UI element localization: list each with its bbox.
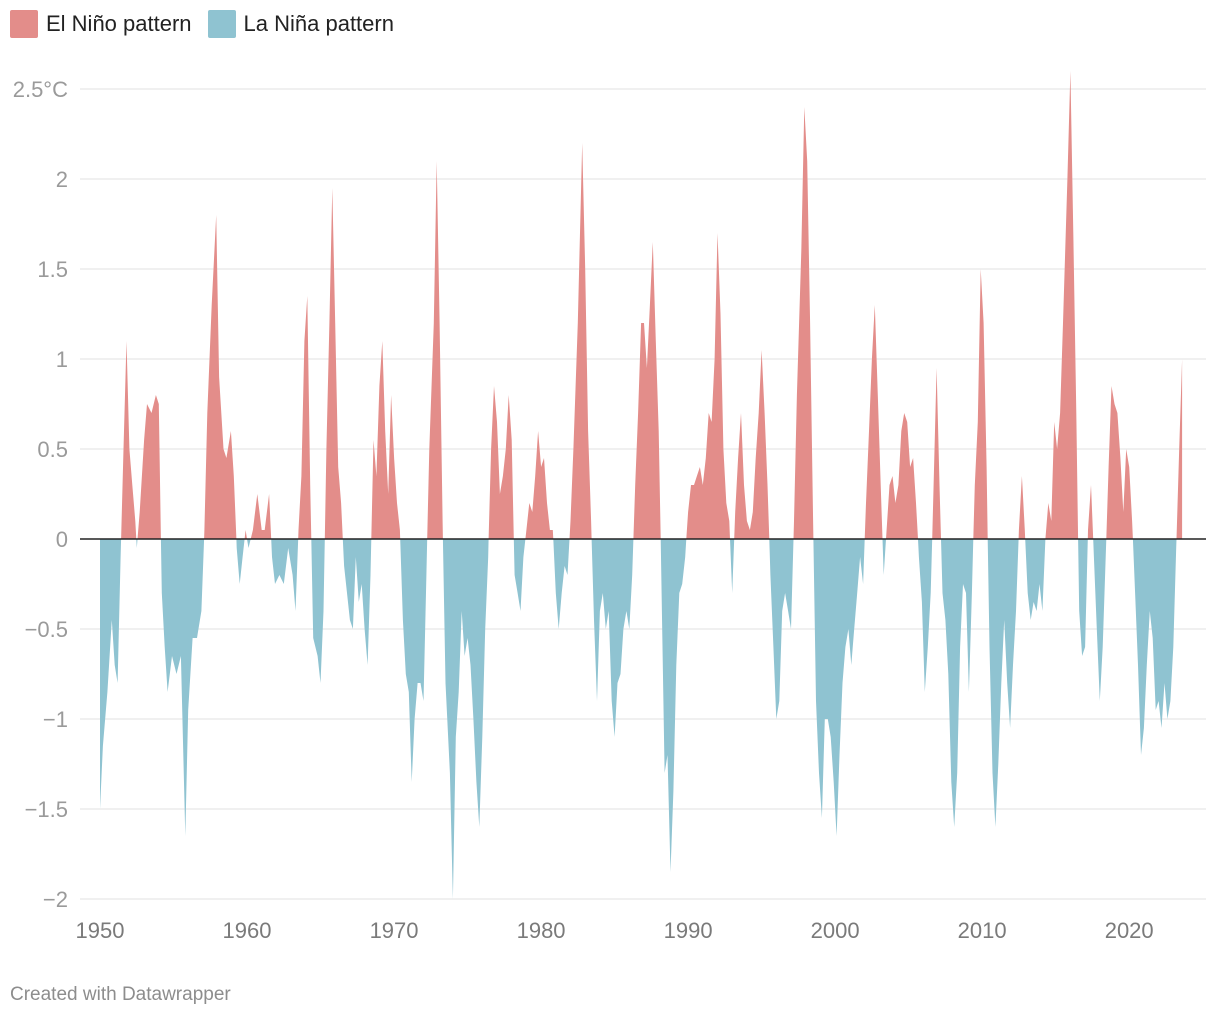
x-tick-label: 1960: [223, 918, 272, 943]
legend-item-el-nino[interactable]: El Niño pattern: [10, 10, 192, 38]
datawrapper-credit: Created with Datawrapper: [10, 984, 231, 1005]
la-nina-swatch: [207, 10, 236, 38]
el-nino-swatch: [10, 10, 38, 38]
legend-item-la-nina[interactable]: La Niña pattern: [207, 10, 394, 38]
x-tick-label: 1950: [76, 918, 125, 943]
x-tick-label: 2010: [958, 918, 1007, 943]
y-tick-label: −1: [43, 707, 68, 732]
legend: El Niño pattern La Niña pattern: [10, 10, 410, 38]
la-nina-label: La Niña pattern: [243, 11, 394, 36]
el-nino-label: El Niño pattern: [46, 11, 192, 36]
y-tick-label: −1.5: [25, 797, 68, 822]
el-nino-area: [100, 71, 1183, 539]
y-tick-label: 2: [56, 167, 68, 192]
y-tick-label: 1: [56, 347, 68, 372]
y-tick-label: −0.5: [25, 617, 68, 642]
y-tick-label: 0.5: [37, 437, 68, 462]
y-tick-label: 0: [56, 527, 68, 552]
x-tick-label: 2020: [1105, 918, 1154, 943]
chart-areas: [100, 71, 1183, 899]
y-tick-label: 2.5°C: [13, 77, 68, 102]
x-tick-label: 1970: [370, 918, 419, 943]
y-tick-label: 1.5: [37, 257, 68, 282]
x-axis-ticks: 1950 1960 1970 1980 1990 2000 2010 2020: [76, 918, 1154, 943]
x-tick-label: 1980: [517, 918, 566, 943]
x-tick-label: 2000: [811, 918, 860, 943]
y-axis-ticks: 2.5°C 2 1.5 1 0.5 0 −0.5 −1 −1.5 −2: [13, 77, 68, 912]
x-tick-label: 1990: [664, 918, 713, 943]
y-tick-label: −2: [43, 887, 68, 912]
